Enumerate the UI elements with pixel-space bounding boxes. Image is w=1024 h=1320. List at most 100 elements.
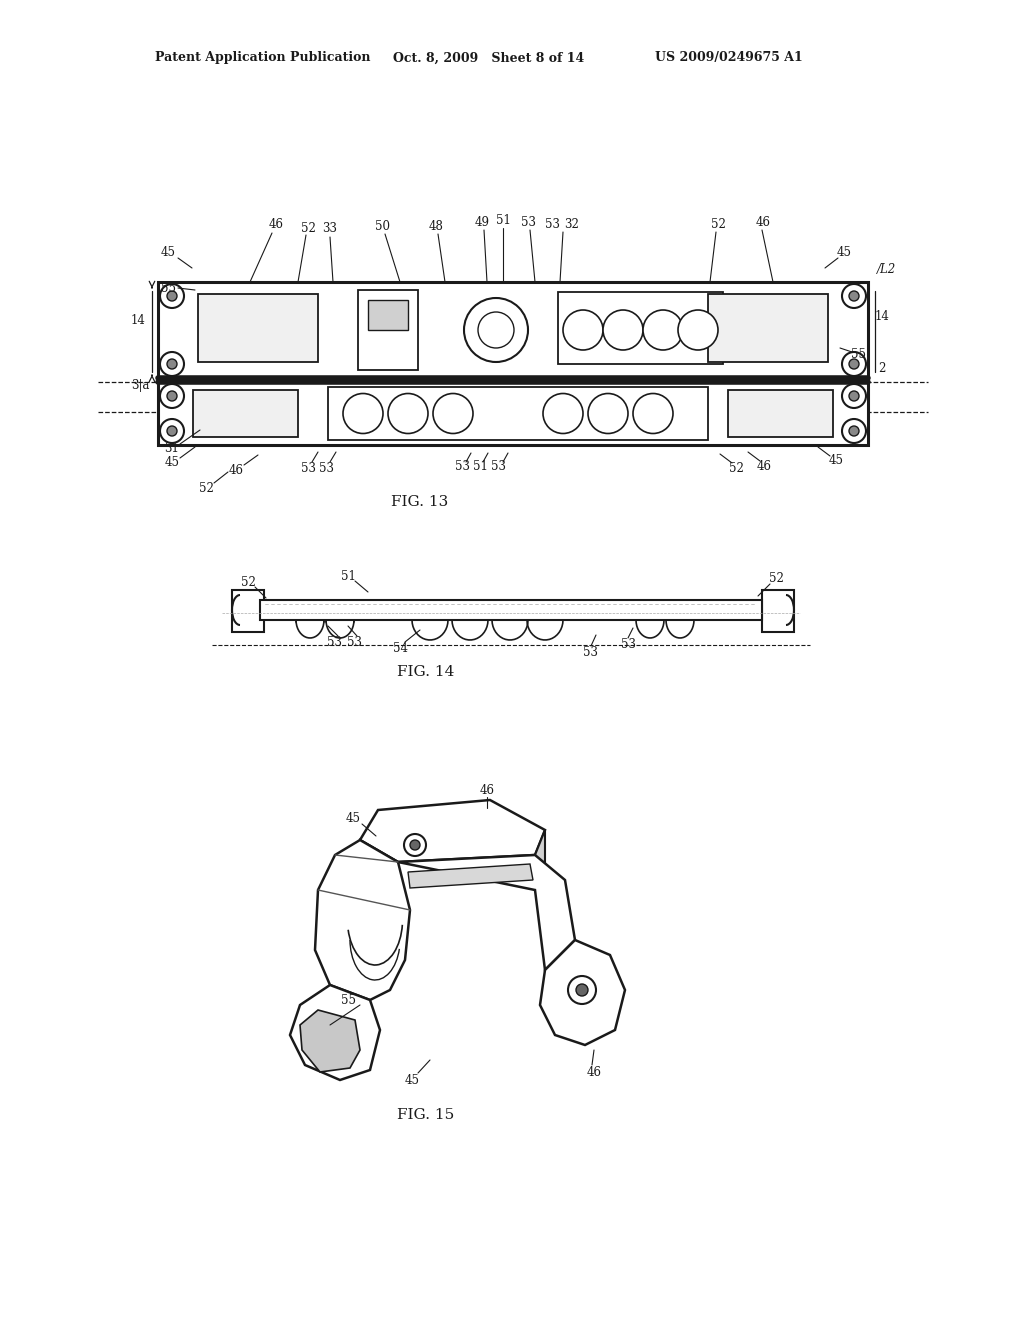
Text: 53: 53 (346, 635, 361, 648)
Text: 32: 32 (564, 218, 580, 231)
Polygon shape (315, 840, 410, 1001)
Circle shape (167, 391, 177, 401)
Text: 53: 53 (455, 461, 469, 474)
Text: 53: 53 (492, 461, 507, 474)
Text: 52: 52 (199, 482, 213, 495)
Bar (328, 387, 708, 440)
Circle shape (160, 352, 184, 376)
Text: 53: 53 (621, 638, 636, 651)
Circle shape (464, 298, 528, 362)
Text: 45: 45 (345, 812, 360, 825)
Text: Oct. 8, 2009   Sheet 8 of 14: Oct. 8, 2009 Sheet 8 of 14 (393, 51, 585, 65)
Text: 31: 31 (165, 441, 179, 454)
Bar (260, 601, 762, 620)
Text: 2: 2 (879, 362, 886, 375)
Polygon shape (360, 840, 398, 900)
Circle shape (167, 359, 177, 370)
Circle shape (849, 359, 859, 370)
Circle shape (160, 284, 184, 308)
Circle shape (575, 983, 588, 997)
Text: 51: 51 (341, 569, 355, 582)
Text: 45: 45 (828, 454, 844, 466)
Text: 52: 52 (241, 576, 255, 589)
Text: 53: 53 (520, 215, 536, 228)
Text: 46: 46 (268, 219, 284, 231)
Circle shape (167, 426, 177, 436)
Bar (358, 290, 418, 370)
Circle shape (603, 310, 643, 350)
Circle shape (849, 426, 859, 436)
Circle shape (568, 975, 596, 1005)
Text: 33: 33 (323, 223, 338, 235)
Circle shape (842, 352, 866, 376)
Text: FIG. 13: FIG. 13 (391, 495, 449, 510)
Circle shape (842, 284, 866, 308)
Text: 53: 53 (300, 462, 315, 474)
Text: 46: 46 (756, 215, 770, 228)
Text: 45: 45 (404, 1073, 420, 1086)
Text: 50: 50 (375, 219, 389, 232)
Text: 52: 52 (301, 222, 315, 235)
Circle shape (543, 393, 583, 433)
Circle shape (643, 310, 683, 350)
Polygon shape (300, 1010, 360, 1072)
Circle shape (404, 834, 426, 855)
Circle shape (842, 384, 866, 408)
Circle shape (388, 393, 428, 433)
Bar (558, 292, 723, 364)
Text: 14: 14 (874, 309, 890, 322)
Text: 45: 45 (161, 247, 175, 260)
Text: 46: 46 (757, 459, 771, 473)
Bar (728, 389, 833, 437)
Text: 51: 51 (472, 461, 487, 474)
Circle shape (678, 310, 718, 350)
Text: FIG. 15: FIG. 15 (397, 1107, 455, 1122)
Polygon shape (540, 940, 625, 1045)
Bar (198, 294, 318, 362)
Text: 45: 45 (165, 455, 179, 469)
Text: US 2009/0249675 A1: US 2009/0249675 A1 (655, 51, 803, 65)
Text: 55: 55 (851, 348, 865, 362)
Circle shape (478, 312, 514, 348)
Circle shape (633, 393, 673, 433)
Text: 49: 49 (474, 215, 489, 228)
Text: 48: 48 (429, 219, 443, 232)
Circle shape (160, 384, 184, 408)
Text: 46: 46 (228, 463, 244, 477)
Polygon shape (398, 855, 575, 970)
Circle shape (167, 290, 177, 301)
Text: FIG. 14: FIG. 14 (397, 665, 455, 678)
Bar (762, 590, 794, 632)
Bar (158, 381, 868, 445)
Circle shape (410, 840, 420, 850)
Text: 45: 45 (837, 247, 852, 260)
Text: 53: 53 (318, 462, 334, 474)
Text: 53: 53 (546, 218, 560, 231)
Text: 46: 46 (587, 1065, 601, 1078)
Text: 52: 52 (769, 573, 783, 586)
Circle shape (343, 393, 383, 433)
Polygon shape (360, 800, 545, 862)
Bar (193, 389, 298, 437)
Bar (368, 300, 408, 330)
Bar (158, 282, 868, 378)
Text: 3|a: 3|a (131, 379, 150, 392)
Bar (232, 590, 264, 632)
Text: 46: 46 (479, 784, 495, 796)
Text: /L2: /L2 (878, 264, 897, 276)
Text: 52: 52 (711, 218, 725, 231)
Circle shape (849, 290, 859, 301)
Text: 54: 54 (392, 642, 408, 655)
Circle shape (588, 393, 628, 433)
Polygon shape (535, 830, 545, 890)
Circle shape (849, 391, 859, 401)
Polygon shape (408, 865, 534, 888)
Text: 55: 55 (341, 994, 355, 1006)
Text: 53: 53 (328, 635, 342, 648)
Polygon shape (290, 985, 380, 1080)
Text: 14: 14 (131, 314, 145, 326)
Circle shape (160, 418, 184, 444)
Text: 52: 52 (728, 462, 743, 474)
Bar (708, 294, 828, 362)
Text: 51: 51 (496, 214, 510, 227)
